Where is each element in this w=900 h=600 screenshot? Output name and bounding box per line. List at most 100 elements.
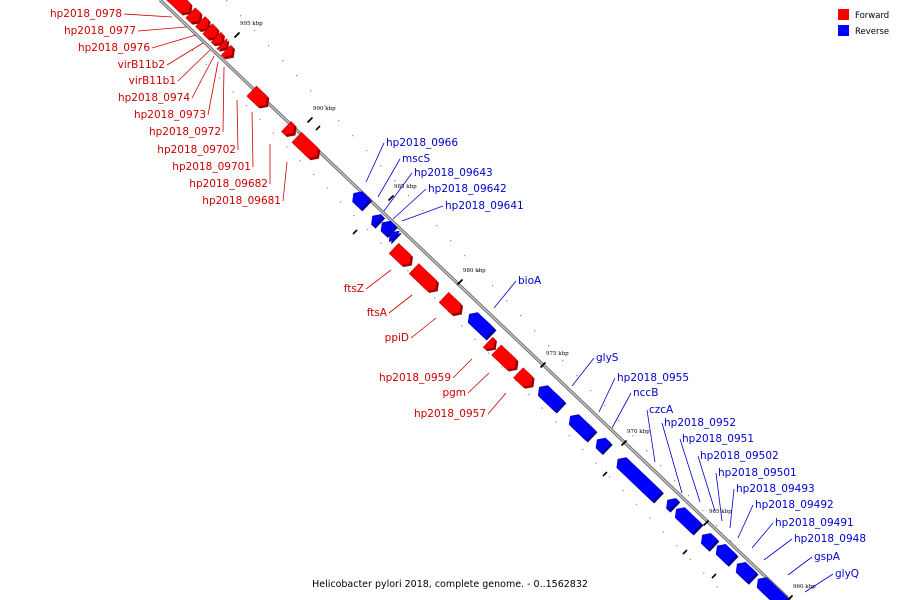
- gene-arrow[interactable]: [220, 44, 235, 60]
- gene-label[interactable]: hp2018_09643: [414, 167, 493, 179]
- leader-line: [388, 294, 413, 314]
- gene-label[interactable]: hp2018_09492: [755, 499, 834, 511]
- gene-arrow[interactable]: [595, 437, 613, 455]
- gene-label[interactable]: hp2018_09501: [718, 467, 797, 479]
- gene-label[interactable]: pgm: [442, 387, 466, 399]
- gene-label[interactable]: hp2018_09682: [189, 178, 268, 190]
- gene-arrow[interactable]: [715, 544, 739, 567]
- gene-arrow-body: [467, 312, 495, 339]
- gene-arrow[interactable]: [408, 263, 439, 293]
- gene-arrow[interactable]: [700, 533, 720, 552]
- gene-label[interactable]: nccB: [633, 387, 658, 399]
- gene-arrow[interactable]: [513, 367, 535, 389]
- guide-dot: [226, 0, 228, 2]
- gene-label[interactable]: virB11b2: [118, 59, 165, 71]
- gene-label[interactable]: hp2018_0959: [379, 372, 451, 384]
- gene-arrow-body: [380, 220, 397, 237]
- tick-mark: [702, 519, 710, 527]
- gene-arrow-body: [388, 230, 400, 243]
- gene-label[interactable]: hp2018_0978: [50, 8, 122, 20]
- gene-arrow[interactable]: [371, 214, 386, 229]
- guide-dot: [501, 366, 503, 368]
- gene-label[interactable]: hp2018_09502: [700, 450, 779, 462]
- gene-label[interactable]: hp2018_09642: [428, 183, 507, 195]
- gene-arrow[interactable]: [674, 507, 704, 536]
- gene-arrow[interactable]: [756, 577, 790, 600]
- gene-label[interactable]: mscS: [402, 153, 430, 165]
- gene-label[interactable]: hp2018_0973: [134, 109, 206, 121]
- gene-arrow[interactable]: [352, 191, 373, 212]
- guide-dot: [730, 540, 732, 542]
- gene-arrow-body: [195, 16, 209, 31]
- guide-dot: [366, 150, 368, 152]
- gene-label[interactable]: hp2018_0974: [118, 92, 190, 104]
- gene-arrow[interactable]: [388, 242, 414, 268]
- gene-label[interactable]: glyQ: [835, 568, 859, 580]
- gene-arrow[interactable]: [735, 562, 759, 585]
- gene-arrow-body: [715, 544, 737, 566]
- gene-label[interactable]: hp2018_0948: [794, 533, 866, 545]
- gene-label[interactable]: hp2018_0952: [664, 417, 736, 429]
- guide-dot: [245, 105, 248, 107]
- tick-mark: [352, 229, 358, 235]
- gene-arrow[interactable]: [491, 344, 519, 372]
- gene-label[interactable]: hp2018_0955: [617, 372, 689, 384]
- gene-label[interactable]: hp2018_0972: [149, 126, 221, 138]
- guide-dot: [272, 132, 274, 134]
- tick-mark: [620, 439, 628, 447]
- guide-dot: [352, 135, 354, 137]
- gene-label[interactable]: hp2018_09641: [445, 200, 524, 212]
- gene-label[interactable]: hp2018_09681: [202, 195, 281, 207]
- gene-arrow[interactable]: [537, 385, 567, 414]
- gene-label[interactable]: hp2018_09701: [172, 161, 251, 173]
- legend-forward-label: Forward: [855, 11, 889, 21]
- gene-arrow[interactable]: [467, 312, 497, 341]
- gene-arrow[interactable]: [568, 414, 598, 443]
- legend-reverse-label: Reverse: [855, 27, 889, 37]
- gene-label[interactable]: hp2018_0976: [78, 42, 150, 54]
- gene-arrow[interactable]: [616, 457, 664, 504]
- gene-arrow[interactable]: [438, 291, 464, 317]
- guide-dot: [240, 15, 242, 17]
- gene-label[interactable]: hp2018_0951: [682, 433, 754, 445]
- guide-dot: [478, 270, 480, 272]
- gene-label[interactable]: hp2018_09493: [736, 483, 815, 495]
- guide-dot: [326, 187, 328, 189]
- gene-arrow[interactable]: [666, 498, 681, 513]
- gene-arrow[interactable]: [482, 336, 497, 352]
- leader-line: [487, 392, 507, 415]
- gene-arrow[interactable]: [246, 85, 270, 109]
- leader-line: [236, 99, 239, 151]
- gene-label[interactable]: gspA: [814, 551, 841, 563]
- gene-arrow-body: [616, 457, 663, 502]
- gene-label[interactable]: hp2018_0957: [414, 408, 486, 420]
- gene-label[interactable]: ftsZ: [344, 283, 364, 295]
- gene-label[interactable]: virB11b1: [129, 75, 176, 87]
- gene-label[interactable]: glyS: [596, 352, 619, 364]
- gene-arrow[interactable]: [166, 0, 193, 16]
- gene-arrow-body: [202, 23, 218, 39]
- gene-arrow[interactable]: [380, 220, 398, 238]
- gene-arrow[interactable]: [185, 7, 203, 25]
- gene-arrow[interactable]: [291, 131, 321, 161]
- tick-mark: [456, 278, 464, 286]
- gene-label[interactable]: ppiD: [385, 332, 409, 344]
- gene-label[interactable]: hp2018_0977: [64, 25, 136, 37]
- gene-arrow[interactable]: [281, 121, 297, 137]
- guide-dot: [595, 462, 597, 464]
- grid-dots: [192, 0, 774, 588]
- gene-arrow-body: [537, 385, 565, 412]
- gene-arrow[interactable]: [202, 23, 220, 41]
- gene-label[interactable]: bioA: [518, 275, 542, 287]
- gene-label[interactable]: hp2018_09702: [157, 144, 236, 156]
- gene-label[interactable]: hp2018_0966: [386, 137, 458, 149]
- tick-label: 985 kbp: [394, 184, 417, 190]
- tick-label: 960 kbp: [793, 584, 816, 590]
- gene-arrow[interactable]: [216, 38, 230, 52]
- gene-label[interactable]: czcA: [649, 404, 674, 416]
- gene-label[interactable]: hp2018_09491: [775, 517, 854, 529]
- gene-label[interactable]: ftsA: [367, 307, 388, 319]
- leader-line: [763, 538, 793, 561]
- guide-dot: [674, 480, 676, 482]
- gene-arrow[interactable]: [388, 230, 402, 244]
